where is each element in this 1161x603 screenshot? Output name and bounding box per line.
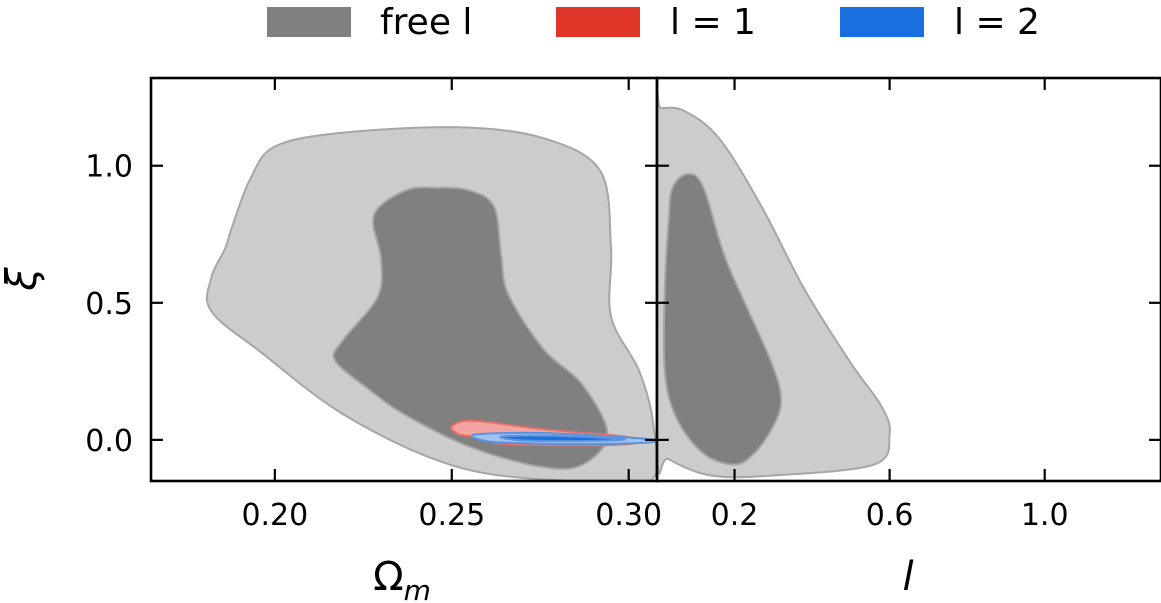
ylabel-xi: ξ xyxy=(0,267,46,292)
ticks-omega-m: 0.20 0.25 0.30 xyxy=(151,78,662,533)
xtick-label: 1.0 xyxy=(1021,498,1069,533)
legend: free l l = 1 l = 2 xyxy=(267,2,1040,43)
panel-l: 0.2 0.6 1.0 l xyxy=(655,76,1161,600)
legend-swatch-l1 xyxy=(556,7,640,37)
legend-swatch-l2 xyxy=(840,7,924,37)
xlabel-omega-symbol: Ω xyxy=(373,554,404,600)
panel-omega-m: 0.20 0.25 0.30 Ωm xyxy=(149,76,662,603)
xtick-label: 0.2 xyxy=(711,498,759,533)
ticks-l: 0.2 0.6 1.0 xyxy=(657,78,1161,533)
legend-label-free-l: free l xyxy=(380,2,472,43)
xlabel-l: l xyxy=(902,554,913,600)
ytick-label: 0.5 xyxy=(85,287,133,322)
legend-label-l1: l = 1 xyxy=(670,2,756,43)
xtick-label: 0.6 xyxy=(866,498,914,533)
ytick-label: 0.0 xyxy=(85,424,133,459)
xtick-label: 0.30 xyxy=(595,498,662,533)
y-axis: 0.0 0.5 1.0 xyxy=(85,150,133,459)
contour-freel-inner-p1 xyxy=(662,172,783,466)
xlabel-omega-m: Ωm xyxy=(373,554,431,603)
legend-swatch-free-l xyxy=(267,7,351,37)
contours-omega-m xyxy=(205,126,657,481)
xtick-label: 0.25 xyxy=(418,498,485,533)
ytick-label: 1.0 xyxy=(85,150,133,185)
legend-label-l2: l = 2 xyxy=(954,2,1040,43)
axes-frame-l xyxy=(655,76,1161,483)
xlabel-omega-subscript: m xyxy=(404,574,431,603)
contour-l2-inner-p0 xyxy=(499,434,627,443)
contours-l xyxy=(657,84,891,479)
contour-freel-inner-p0 xyxy=(332,186,609,471)
xtick-label: 0.20 xyxy=(241,498,308,533)
